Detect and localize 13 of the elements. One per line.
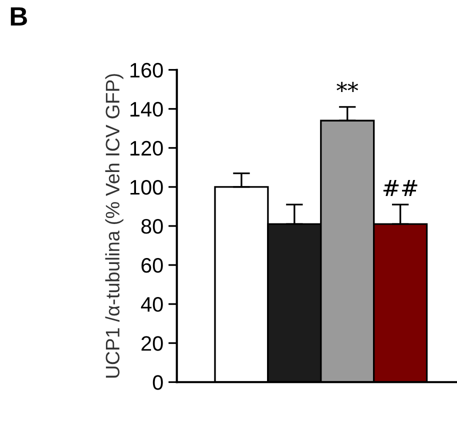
data-label: ##	[383, 180, 418, 196]
y-tick-label: 120	[130, 140, 163, 156]
y-axis-title: UCP1 /α-tubulina (% Veh ICV GFP)	[105, 74, 124, 378]
y-tick-label: 80	[141, 218, 163, 234]
y-tick-label: 140	[130, 102, 163, 117]
y-tick-label: 40	[140, 297, 163, 312]
y-tick-label: 160	[130, 62, 163, 78]
y-tick-label: 20	[142, 336, 163, 351]
y-tick-label: 60	[142, 258, 163, 273]
data-label: **	[336, 82, 358, 92]
y-tick-label: 0	[152, 375, 163, 390]
chart-title: B	[10, 7, 27, 26]
y-tick-label: 100	[130, 180, 163, 195]
